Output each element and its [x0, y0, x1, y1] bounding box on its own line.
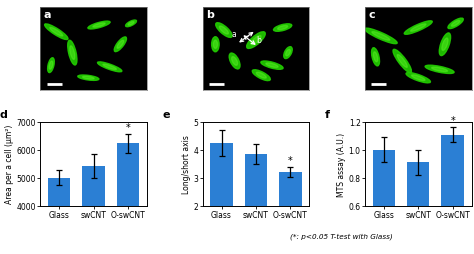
Ellipse shape [404, 22, 432, 35]
Ellipse shape [372, 49, 380, 67]
Ellipse shape [82, 77, 94, 80]
Ellipse shape [266, 64, 278, 68]
Ellipse shape [114, 38, 127, 52]
Text: a: a [44, 10, 51, 20]
Text: *: * [288, 155, 293, 165]
Ellipse shape [261, 62, 283, 70]
Bar [245, 154, 267, 254]
Ellipse shape [88, 22, 110, 30]
Ellipse shape [213, 41, 218, 49]
Ellipse shape [365, 29, 397, 44]
Text: f: f [324, 109, 329, 119]
Bar [82, 166, 105, 254]
Ellipse shape [410, 25, 426, 32]
Ellipse shape [98, 62, 122, 72]
Ellipse shape [278, 26, 288, 30]
Ellipse shape [216, 24, 232, 38]
Ellipse shape [432, 68, 447, 72]
Title: swCNT: swCNT [238, 0, 273, 7]
Ellipse shape [49, 62, 53, 70]
Bar [117, 144, 139, 254]
Ellipse shape [126, 21, 137, 28]
Text: d: d [0, 109, 8, 119]
Ellipse shape [425, 66, 454, 74]
Ellipse shape [117, 41, 124, 49]
Ellipse shape [273, 25, 292, 32]
Ellipse shape [374, 53, 378, 62]
Ellipse shape [406, 73, 430, 84]
Text: *: * [126, 122, 130, 132]
Ellipse shape [256, 73, 266, 79]
Ellipse shape [78, 76, 99, 81]
Title: Glass: Glass [80, 0, 108, 7]
Y-axis label: Long/short axis: Long/short axis [182, 135, 191, 194]
Ellipse shape [393, 50, 411, 73]
Ellipse shape [286, 50, 291, 57]
Text: b: b [256, 36, 261, 44]
Ellipse shape [93, 24, 105, 28]
Ellipse shape [448, 19, 463, 29]
Text: (*: p<0.05 T-test with Glass): (*: p<0.05 T-test with Glass) [290, 232, 392, 239]
Ellipse shape [45, 25, 68, 40]
Ellipse shape [246, 33, 265, 49]
Title: O-swCNT: O-swCNT [394, 0, 442, 7]
Text: c: c [368, 10, 374, 20]
Ellipse shape [252, 70, 270, 81]
Ellipse shape [397, 55, 407, 68]
Text: a: a [231, 30, 236, 39]
Text: b: b [206, 10, 214, 20]
Ellipse shape [411, 75, 425, 81]
Ellipse shape [439, 34, 451, 56]
Ellipse shape [103, 65, 117, 70]
Ellipse shape [128, 22, 134, 26]
Y-axis label: Area per a cell (μm²): Area per a cell (μm²) [5, 124, 14, 204]
Ellipse shape [219, 27, 228, 35]
Ellipse shape [372, 33, 390, 41]
Ellipse shape [442, 39, 448, 51]
Y-axis label: MTS assay (A.U.): MTS assay (A.U.) [337, 132, 346, 196]
Text: e: e [162, 109, 170, 119]
Bar [441, 135, 464, 254]
Bar [407, 163, 429, 254]
Ellipse shape [229, 54, 240, 70]
Ellipse shape [50, 28, 63, 37]
Ellipse shape [212, 38, 219, 53]
Ellipse shape [70, 47, 75, 60]
Ellipse shape [251, 36, 261, 45]
Ellipse shape [47, 58, 55, 73]
Ellipse shape [451, 21, 460, 27]
Ellipse shape [284, 47, 292, 59]
Bar [210, 143, 233, 254]
Bar [48, 178, 71, 254]
Text: *: * [450, 115, 455, 125]
Ellipse shape [68, 41, 77, 66]
Ellipse shape [232, 57, 237, 66]
Bar [373, 150, 395, 254]
Bar [279, 172, 301, 254]
